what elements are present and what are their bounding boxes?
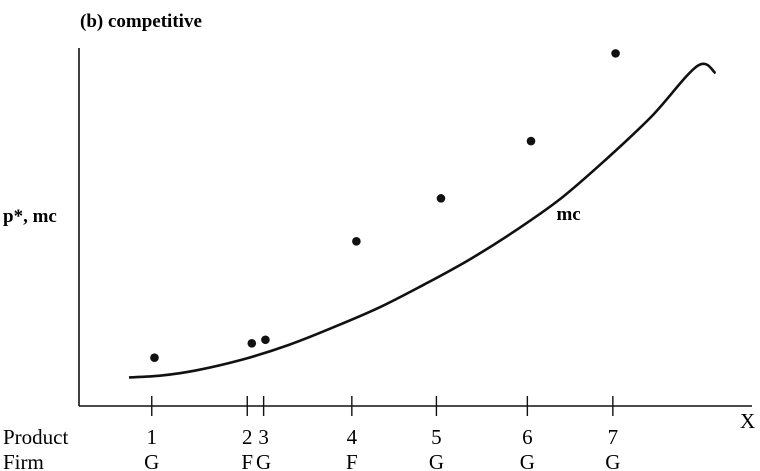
price-point bbox=[352, 237, 361, 246]
product-tick-label: 2 bbox=[242, 425, 253, 449]
product-tick-label: 5 bbox=[431, 425, 442, 449]
product-tick-label: 4 bbox=[347, 425, 358, 449]
firm-tick-label: F bbox=[346, 450, 358, 471]
price-point bbox=[436, 194, 446, 203]
chart-title: (b) competitive bbox=[80, 11, 202, 32]
product-row-label: Product bbox=[3, 425, 68, 449]
y-axis-label: p*, mc bbox=[3, 206, 57, 227]
price-points bbox=[150, 49, 620, 362]
firm-tick-label: G bbox=[144, 450, 159, 471]
firm-tick-label: G bbox=[520, 450, 535, 471]
mc-curve bbox=[128, 62, 717, 379]
firm-row-label: Firm bbox=[3, 450, 44, 471]
firm-tick-label: G bbox=[605, 450, 620, 471]
firm-tick-label: G bbox=[429, 450, 444, 471]
x-axis-label: X bbox=[740, 409, 755, 433]
price-point bbox=[526, 136, 536, 146]
product-tick-label: 1 bbox=[147, 425, 158, 449]
product-tick-label: 7 bbox=[608, 425, 619, 449]
price-point bbox=[247, 339, 257, 348]
mc-curve-layer bbox=[128, 62, 717, 379]
annotations: mc bbox=[556, 204, 580, 225]
price-point bbox=[261, 335, 270, 345]
product-tick-label: 6 bbox=[522, 425, 533, 449]
product-tick-label: 3 bbox=[258, 425, 269, 449]
firm-tick-label: G bbox=[256, 450, 271, 471]
price-point bbox=[150, 353, 159, 362]
mc-curve-label: mc bbox=[556, 204, 580, 225]
firm-tick-label: F bbox=[241, 450, 253, 471]
price-point bbox=[611, 49, 620, 58]
